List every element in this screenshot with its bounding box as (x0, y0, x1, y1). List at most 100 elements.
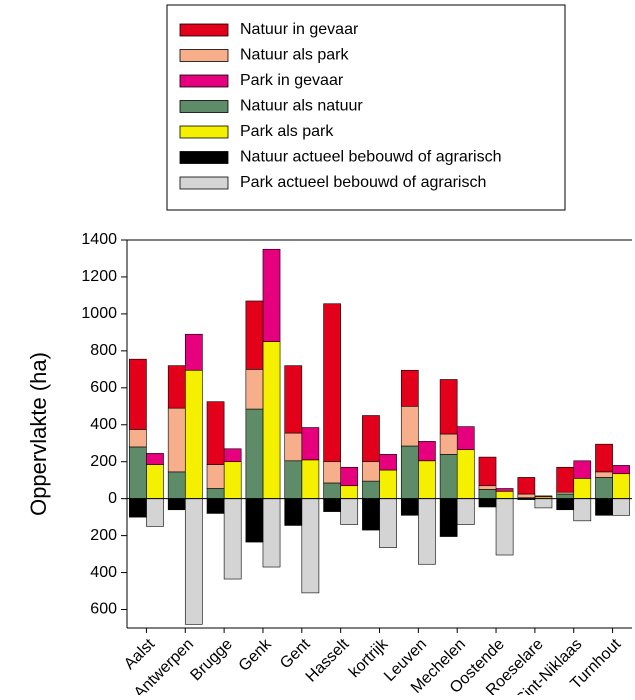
bar-segment (573, 460, 592, 479)
y-tick-label: 1200 (81, 268, 117, 285)
bar-segment (323, 303, 341, 463)
legend-box (166, 4, 566, 211)
bar-segment (167, 407, 186, 473)
bar-segment (612, 465, 630, 475)
bar-segment (379, 469, 397, 499)
bar-segment (146, 453, 164, 465)
x-tick-label: Brugge (187, 636, 236, 685)
bar-segment (595, 471, 613, 478)
y-tick-label: 600 (90, 379, 117, 396)
bar-segment (223, 461, 242, 499)
bar-segment (573, 498, 592, 522)
bar-segment (129, 429, 147, 448)
bar-segment (323, 461, 341, 484)
bar-segment (439, 454, 458, 499)
bar-segment (612, 473, 630, 499)
x-tick-label: Genk (236, 635, 276, 675)
y-tick-label: 800 (90, 342, 117, 359)
bar-segment (456, 449, 475, 499)
bar-segment (362, 498, 380, 531)
y-tick-label: 200 (90, 527, 117, 544)
bar-segment (478, 485, 497, 490)
bar-segment (400, 445, 419, 499)
bar-segment (573, 478, 592, 499)
bar-segment (362, 461, 380, 482)
bar-segment (340, 466, 359, 487)
legend-swatch (179, 23, 229, 37)
y-tick-label: 400 (90, 564, 117, 581)
bar-segment (456, 426, 475, 451)
bar-segment (418, 441, 436, 462)
legend-label: Park in gevaar (240, 72, 344, 89)
bar-segment (167, 471, 186, 499)
bar-segment (245, 369, 264, 410)
bar-segment (223, 498, 242, 580)
bar-segment (262, 341, 281, 499)
bar-segment (206, 464, 225, 489)
y-tick-label: 200 (90, 453, 117, 470)
bar-segment (556, 493, 575, 499)
legend-swatch (179, 176, 229, 190)
legend-swatch (179, 151, 229, 164)
legend-label: Natuur in gevaar (240, 21, 359, 38)
bar-segment (495, 498, 514, 556)
bar-segment (556, 498, 575, 511)
bar-segment (517, 477, 536, 495)
bar-segment (245, 300, 264, 370)
bar-segment (478, 498, 497, 508)
bar-segment (262, 248, 281, 342)
bar-segment (595, 477, 613, 499)
bar-segment (612, 498, 630, 516)
bar-segment (495, 490, 514, 499)
bar-segment (206, 401, 225, 465)
bar-segment (206, 488, 225, 499)
legend-swatch (179, 100, 229, 113)
bar-segment (301, 459, 320, 499)
bar-segment (456, 498, 475, 525)
bar-segment (284, 432, 303, 462)
bar-segment (245, 498, 264, 543)
bar-segment (418, 498, 436, 565)
legend-label: Natuur als natuur (240, 98, 363, 115)
bar-segment (184, 498, 203, 625)
legend-swatch (179, 74, 229, 88)
bar-segment (323, 498, 341, 512)
bar-segment (439, 379, 458, 435)
bar-segment (418, 460, 436, 499)
bar-segment (534, 495, 553, 498)
bar-segment (517, 493, 536, 499)
bar-segment (478, 456, 497, 487)
legend-swatch (179, 49, 229, 62)
bar-segment (284, 498, 303, 526)
legend-label: Park als park (240, 123, 334, 140)
bar-segment (206, 498, 225, 514)
bar-segment (379, 498, 397, 548)
bar-segment (340, 498, 359, 525)
bar-segment (362, 415, 380, 463)
bar-segment (284, 460, 303, 499)
bar-segment (595, 443, 613, 473)
bar-segment (495, 488, 514, 492)
bar-segment (534, 498, 553, 509)
bar-segment (129, 446, 147, 499)
bar-segment (129, 358, 147, 430)
bar-segment (146, 464, 164, 499)
bar-segment (301, 498, 320, 594)
x-tick-label: Hasselt (303, 635, 353, 685)
y-tick-label: 400 (90, 416, 117, 433)
legend-label: Natuur als park (240, 47, 349, 64)
y-tick-label: 600 (90, 601, 117, 618)
y-axis-label: Oppervlakte (ha) (26, 352, 51, 516)
legend-label: Natuur actueel bebouwd of agrarisch (240, 149, 502, 166)
bar-segment (167, 365, 186, 409)
bar-segment (439, 433, 458, 455)
bar-segment (184, 333, 203, 371)
bar-segment (301, 427, 320, 461)
legend-label: Park actueel bebouwd of agrarisch (240, 174, 486, 191)
bar-segment (340, 485, 359, 499)
bar-segment (439, 498, 458, 537)
y-tick-label: 0 (108, 490, 117, 507)
bar-segment (184, 369, 203, 499)
bar-segment (400, 405, 419, 447)
